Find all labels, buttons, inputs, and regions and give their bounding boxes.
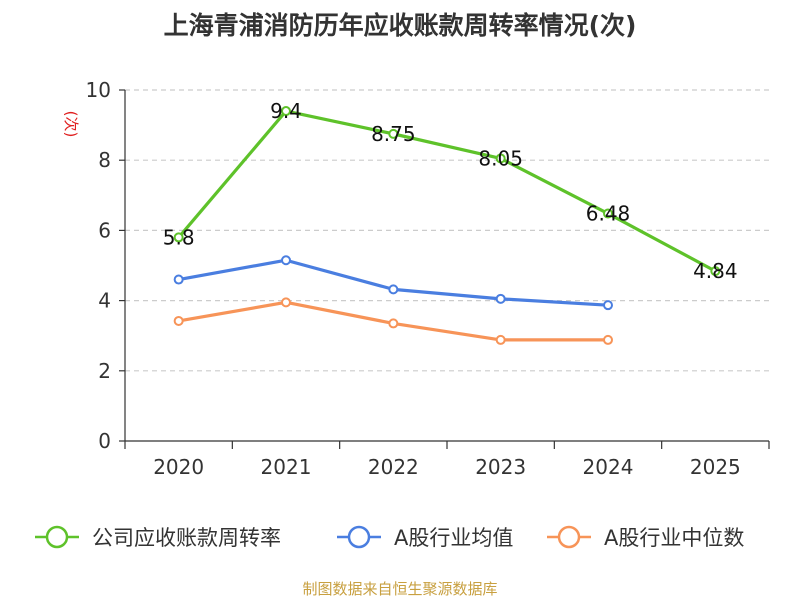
x-tick-label: 2021 [261,455,312,479]
legend[interactable]: 公司应收账款周转率 A股行业均值 A股行业中位数 [35,525,744,550]
data-labels: 5.8 9.4 8.75 8.05 6.48 4.84 [163,99,738,283]
data-point[interactable] [173,232,184,243]
legend-item[interactable]: A股行业中位数 [547,525,744,550]
series-group [173,106,721,345]
x-tick-label: 2022 [368,455,419,479]
y-tick-label: 10 [86,78,111,102]
data-label: 8.75 [371,122,416,146]
data-label: 8.05 [478,146,523,170]
y-axis-label: (次) [62,111,80,138]
series-line [177,109,717,273]
grid-lines [125,89,769,372]
data-point[interactable] [388,284,399,295]
legend-swatch-marker [45,525,69,549]
legend-item[interactable]: A股行业均值 [337,525,513,550]
axes: 0 2 4 6 8 10 2020 2021 2022 2023 2024 2025 [86,78,770,479]
legend-swatch-marker [557,525,581,549]
data-label: 5.8 [163,225,195,249]
y-tick-label: 0 [98,429,111,453]
data-point[interactable] [388,128,399,139]
y-tick-label: 8 [98,148,111,172]
data-point[interactable] [388,318,399,329]
data-point[interactable] [495,293,506,304]
data-point[interactable] [281,297,291,308]
x-tick-label: 2023 [475,455,526,479]
data-point[interactable] [281,106,291,117]
data-point[interactable] [173,315,184,326]
data-point[interactable] [603,334,613,345]
y-tick-label: 2 [98,359,111,383]
legend-item[interactable]: 公司应收账款周转率 [35,525,281,550]
legend-swatch-marker [347,525,371,549]
x-tick-label: 2025 [690,455,741,479]
data-label: 4.84 [693,259,738,283]
data-point[interactable] [495,153,506,164]
data-label: 6.48 [586,202,631,226]
data-label: 9.4 [270,99,302,123]
chart-title: 上海青浦消防历年应收账款周转率情况(次) [164,11,637,40]
source-note: 制图数据来自恒生聚源数据库 [302,580,497,598]
y-tick-label: 4 [98,289,111,313]
y-tick-label: 6 [98,218,111,242]
data-point[interactable] [173,274,184,285]
data-point[interactable] [710,266,721,277]
legend-label: 公司应收账款周转率 [92,526,281,550]
legend-label: A股行业中位数 [604,526,744,550]
series-line [177,258,610,307]
data-point[interactable] [495,334,506,345]
x-tick-label: 2024 [583,455,634,479]
data-point[interactable] [603,300,613,311]
data-point[interactable] [603,208,613,219]
legend-label: A股行业均值 [394,526,513,550]
data-point[interactable] [281,255,291,266]
x-tick-label: 2020 [153,455,204,479]
